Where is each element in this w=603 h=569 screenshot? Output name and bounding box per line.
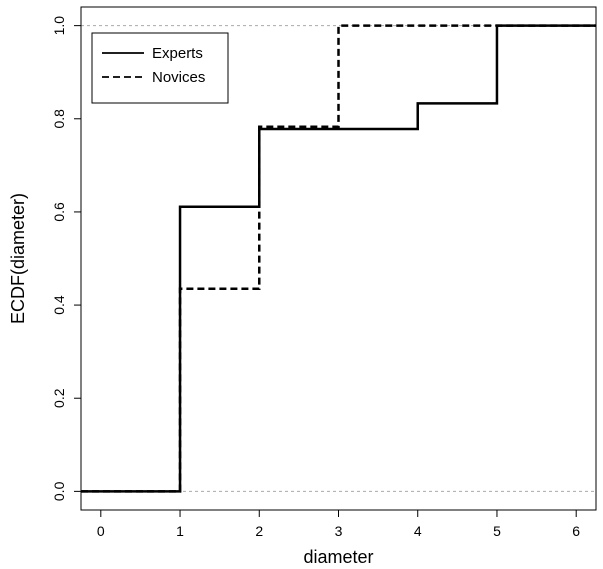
legend: Experts Novices — [91, 32, 229, 104]
y-tick-label: 1.0 — [51, 16, 67, 36]
y-tick-label: 0.0 — [51, 481, 67, 501]
y-tick-label: 0.6 — [51, 202, 67, 222]
series-novices-line — [81, 24, 596, 493]
x-tick-label: 0 — [97, 523, 105, 539]
legend-label: Novices — [152, 69, 205, 86]
x-tick-label: 1 — [176, 523, 184, 539]
y-tick-label: 0.4 — [51, 295, 67, 315]
series-layer — [81, 24, 596, 493]
legend-label: Experts — [152, 45, 203, 62]
x-tick-label: 4 — [414, 523, 422, 539]
x-axis: 0 1 2 3 4 5 6 — [97, 510, 580, 539]
legend-box — [91, 32, 229, 104]
y-axis-title: ECDF(diameter) — [8, 193, 28, 324]
y-axis: 0.0 0.2 0.4 0.6 0.8 1.0 — [51, 16, 81, 501]
x-axis-title: diameter — [303, 547, 373, 567]
y-tick-label: 0.2 — [51, 388, 67, 408]
y-tick-label: 0.8 — [51, 109, 67, 129]
x-tick-label: 2 — [255, 523, 263, 539]
series-experts-line — [81, 24, 596, 493]
x-tick-label: 3 — [335, 523, 343, 539]
x-tick-label: 6 — [572, 523, 580, 539]
x-tick-label: 5 — [493, 523, 501, 539]
